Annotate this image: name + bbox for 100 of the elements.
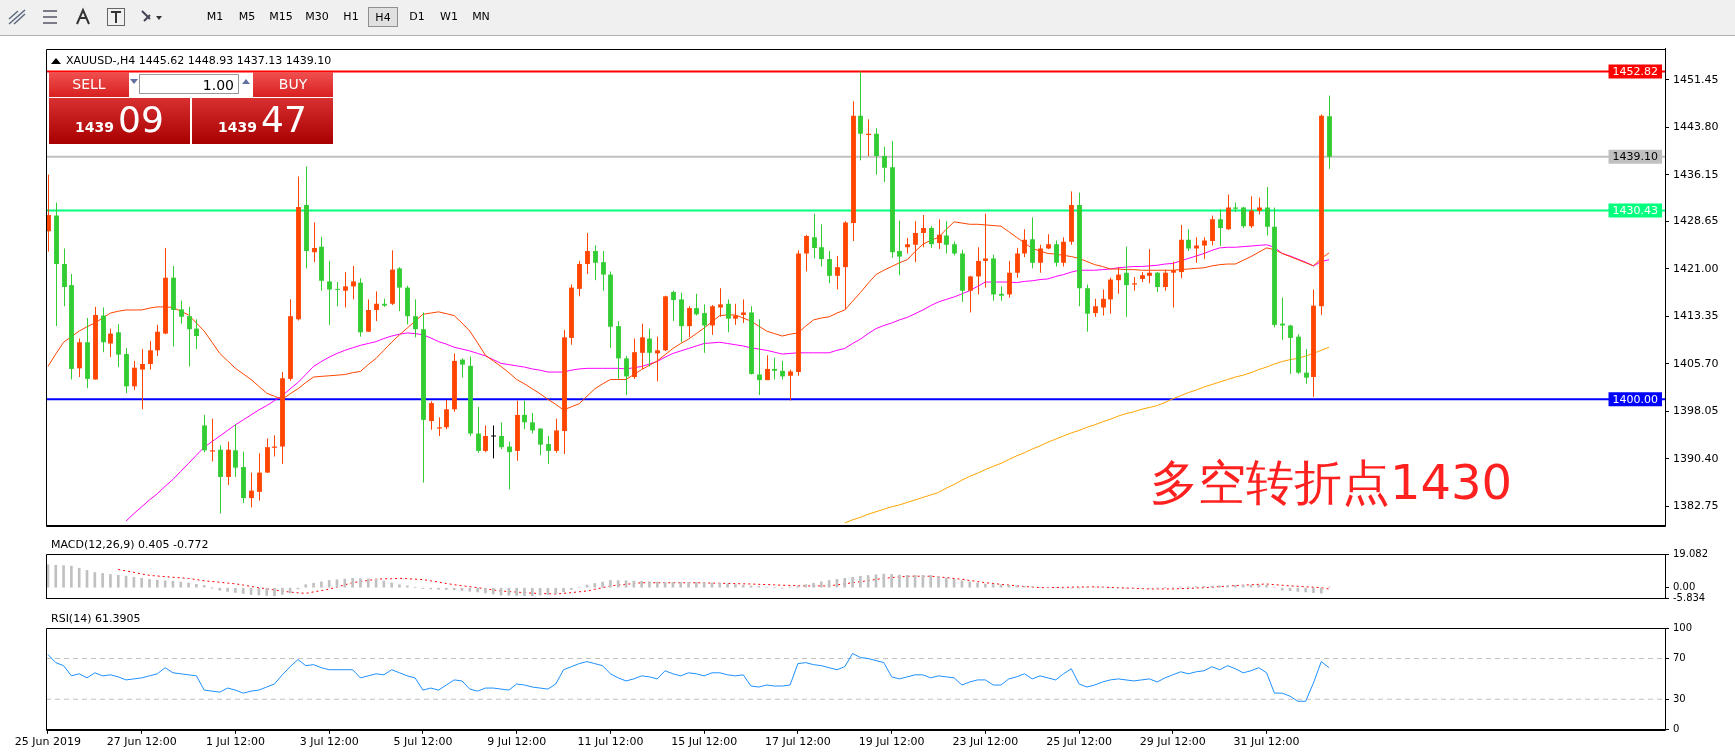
y-tick-label: 1451.45: [1673, 72, 1719, 86]
y-tick-label: 1443.80: [1673, 120, 1719, 134]
candlestick: [804, 234, 809, 272]
ref-line-label: 1439.10: [1612, 149, 1659, 163]
bar: [593, 583, 597, 588]
candlestick: [1054, 239, 1059, 268]
candlestick: [819, 223, 824, 268]
bar: [726, 583, 729, 588]
bar: [93, 572, 97, 588]
x-tick-label: 25 Jun 2019: [14, 735, 82, 749]
bar: [343, 578, 347, 588]
bar: [679, 582, 683, 588]
bar: [1007, 585, 1011, 588]
bar: [929, 575, 933, 588]
bar: [398, 584, 401, 588]
bar: [202, 585, 206, 588]
candlestick: [655, 336, 660, 382]
candlestick: [874, 127, 879, 176]
candlestick: [671, 290, 676, 322]
candlestick: [374, 290, 379, 322]
bar: [640, 581, 643, 588]
candlestick: [1186, 228, 1191, 252]
candlestick: [710, 304, 715, 336]
candlestick: [976, 246, 981, 295]
bar: [819, 581, 823, 588]
bar: [905, 575, 909, 588]
bar: [944, 577, 948, 588]
ref-line-label: 1430.43: [1612, 203, 1659, 217]
bar: [265, 587, 269, 596]
candlestick: [1147, 248, 1152, 284]
y-tick-label: 0: [1673, 723, 1680, 735]
bar: [148, 579, 151, 588]
bar: [523, 587, 526, 596]
candlestick: [1093, 298, 1098, 318]
bar: [187, 582, 190, 588]
bar: [718, 582, 722, 588]
bar: [234, 587, 237, 593]
text: H4: [368, 7, 398, 27]
x-tick-label: 11 Jul 12:00: [577, 735, 644, 749]
ref-line-label: 1400.00: [1612, 392, 1659, 406]
bar: [241, 587, 245, 594]
candlestick: [522, 400, 527, 430]
candlestick: [929, 225, 934, 249]
candlestick: [132, 360, 137, 391]
candlestick: [897, 220, 902, 276]
y-tick-label: 1390.40: [1673, 451, 1719, 465]
candlestick: [858, 70, 863, 161]
candlestick: [694, 293, 699, 317]
annotation: 1439: [75, 118, 115, 135]
text: M5: [237, 9, 257, 25]
annotation: 1439: [218, 118, 258, 135]
bar: [687, 582, 690, 588]
x-tick-label: 25 Jul 12:00: [1046, 735, 1113, 749]
bar: [601, 581, 604, 588]
candlestick: [757, 318, 762, 396]
candlestick: [335, 281, 340, 307]
candlestick: [1241, 206, 1246, 229]
bar: [140, 578, 144, 588]
candlestick: [1171, 261, 1176, 308]
bar: [898, 574, 901, 588]
bar: [54, 564, 58, 588]
candlestick: [233, 423, 238, 478]
candlestick: [460, 357, 465, 379]
bar: [1257, 584, 1261, 588]
x-tick-label: 31 Jul 12:00: [1233, 735, 1300, 749]
candlestick: [944, 220, 949, 254]
candlestick: [413, 298, 418, 338]
x-tick-label: 19 Jul 12:00: [858, 735, 925, 749]
candlestick: [788, 369, 793, 402]
bar: [984, 583, 987, 588]
bar: [327, 580, 331, 588]
candlestick: [507, 441, 512, 490]
candlestick: [741, 298, 746, 324]
bar: [109, 574, 112, 588]
bar: [273, 587, 276, 597]
candlestick: [827, 250, 832, 284]
candlestick: [772, 357, 777, 380]
candlestick: [702, 303, 707, 354]
candlestick: [108, 328, 113, 358]
candlestick: [1226, 194, 1231, 231]
bar: [1218, 585, 1222, 588]
bar: [226, 587, 229, 592]
candlestick: [530, 412, 535, 435]
bar: [312, 582, 315, 588]
bar: [554, 587, 558, 595]
candlestick: [780, 360, 785, 380]
candlestick: [249, 472, 254, 508]
candlestick: [499, 421, 504, 450]
text: MN: [471, 9, 491, 25]
candlestick: [1288, 324, 1293, 375]
chart-title: MACD(12,26,9) 0.405 -0.772: [51, 538, 209, 551]
bar: [991, 584, 995, 588]
candlestick: [343, 271, 348, 308]
bar: [491, 587, 495, 595]
bar: [70, 565, 73, 588]
candlestick: [1249, 195, 1254, 229]
x-tick-label: 1 Jul 12:00: [205, 735, 265, 749]
text: M15: [268, 9, 294, 25]
candlestick: [999, 285, 1004, 302]
candlestick: [1022, 228, 1027, 258]
